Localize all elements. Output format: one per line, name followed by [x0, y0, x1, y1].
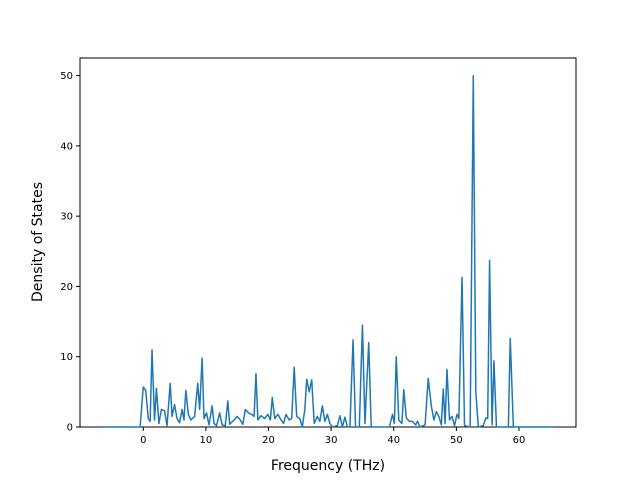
dos-line	[102, 74, 554, 428]
y-axis-label: Density of States	[30, 182, 46, 302]
plot-frame	[79, 57, 577, 428]
x-tick-label: 60	[513, 435, 526, 446]
x-tick-label: 20	[262, 435, 275, 446]
x-tick-label: 30	[325, 435, 338, 446]
y-tick-label: 40	[60, 141, 73, 152]
y-tick-label: 0	[67, 423, 73, 434]
x-tick-label: 0	[140, 435, 146, 446]
x-tick-label: 10	[200, 435, 213, 446]
x-tick-label: 50	[450, 435, 463, 446]
y-tick-label: 20	[60, 282, 73, 293]
y-tick-label: 10	[60, 352, 73, 363]
y-tick-label: 30	[60, 212, 73, 223]
y-tick-label: 50	[60, 71, 73, 82]
x-tick-label: 40	[387, 435, 400, 446]
x-axis-label: Frequency (THz)	[271, 458, 385, 474]
